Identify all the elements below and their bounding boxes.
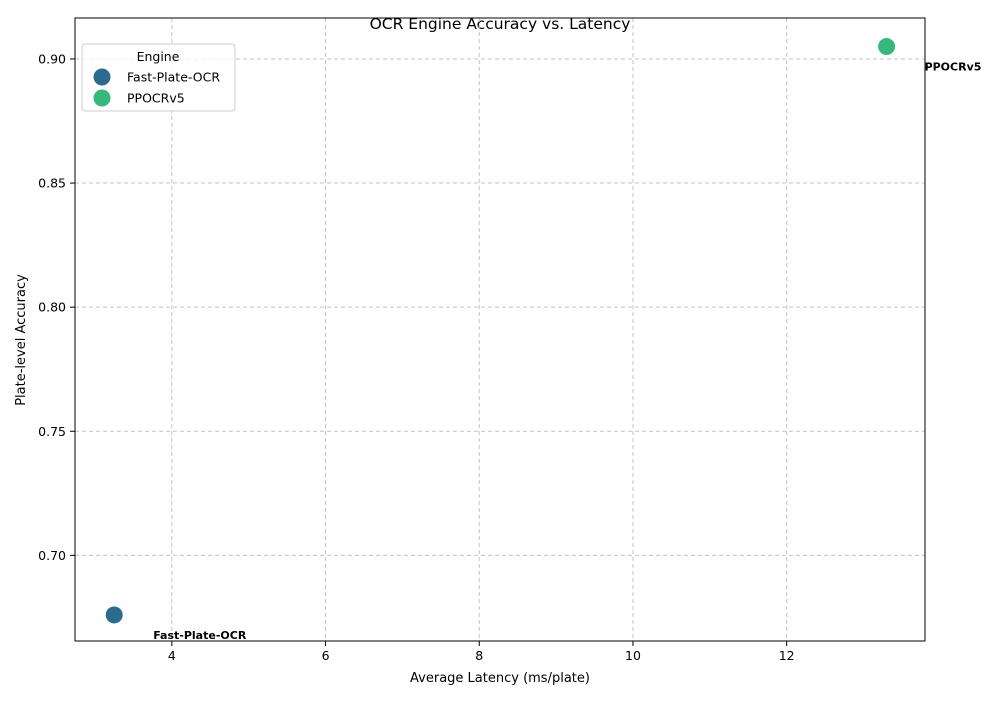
data-point: [105, 606, 123, 624]
legend-entry: Fast-Plate-OCR: [127, 70, 220, 85]
y-tick-label: 0.85: [38, 176, 66, 191]
plot-area-frame: [74, 17, 926, 642]
gridlines: [75, 18, 925, 641]
chart-title: OCR Engine Accuracy vs. Latency: [370, 15, 631, 33]
data-points: [105, 38, 896, 624]
data-point: [878, 38, 896, 56]
x-tick-label: 12: [779, 648, 795, 663]
legend-entry: PPOCRv5: [127, 91, 185, 106]
x-tick-label: 4: [168, 648, 176, 663]
x-tick-label: 8: [475, 648, 483, 663]
legend-marker: [93, 89, 111, 107]
y-tick-label: 0.80: [38, 300, 66, 315]
legend-title: Engine: [137, 49, 180, 64]
x-tick-label: 6: [322, 648, 330, 663]
legend: Engine Fast-Plate-OCR PPOCRv5: [81, 43, 236, 112]
y-tick-label: 0.75: [38, 424, 66, 439]
y-axis-ticks: 0.70 0.75 0.80 0.85 0.90: [38, 51, 75, 563]
y-tick-label: 0.90: [38, 51, 66, 66]
x-axis-ticks: 4 6 8 10 12: [168, 641, 795, 663]
x-tick-label: 10: [625, 648, 641, 663]
point-label: Fast-Plate-OCR: [153, 629, 247, 642]
legend-box: [81, 43, 236, 112]
data-point-labels: Fast-Plate-OCR PPOCRv5: [153, 61, 981, 642]
y-tick-label: 0.70: [38, 548, 66, 563]
legend-marker: [93, 68, 111, 86]
x-axis-label: Average Latency (ms/plate): [410, 671, 590, 686]
y-axis-label: Plate-level Accuracy: [14, 274, 29, 406]
point-label: PPOCRv5: [925, 61, 982, 74]
